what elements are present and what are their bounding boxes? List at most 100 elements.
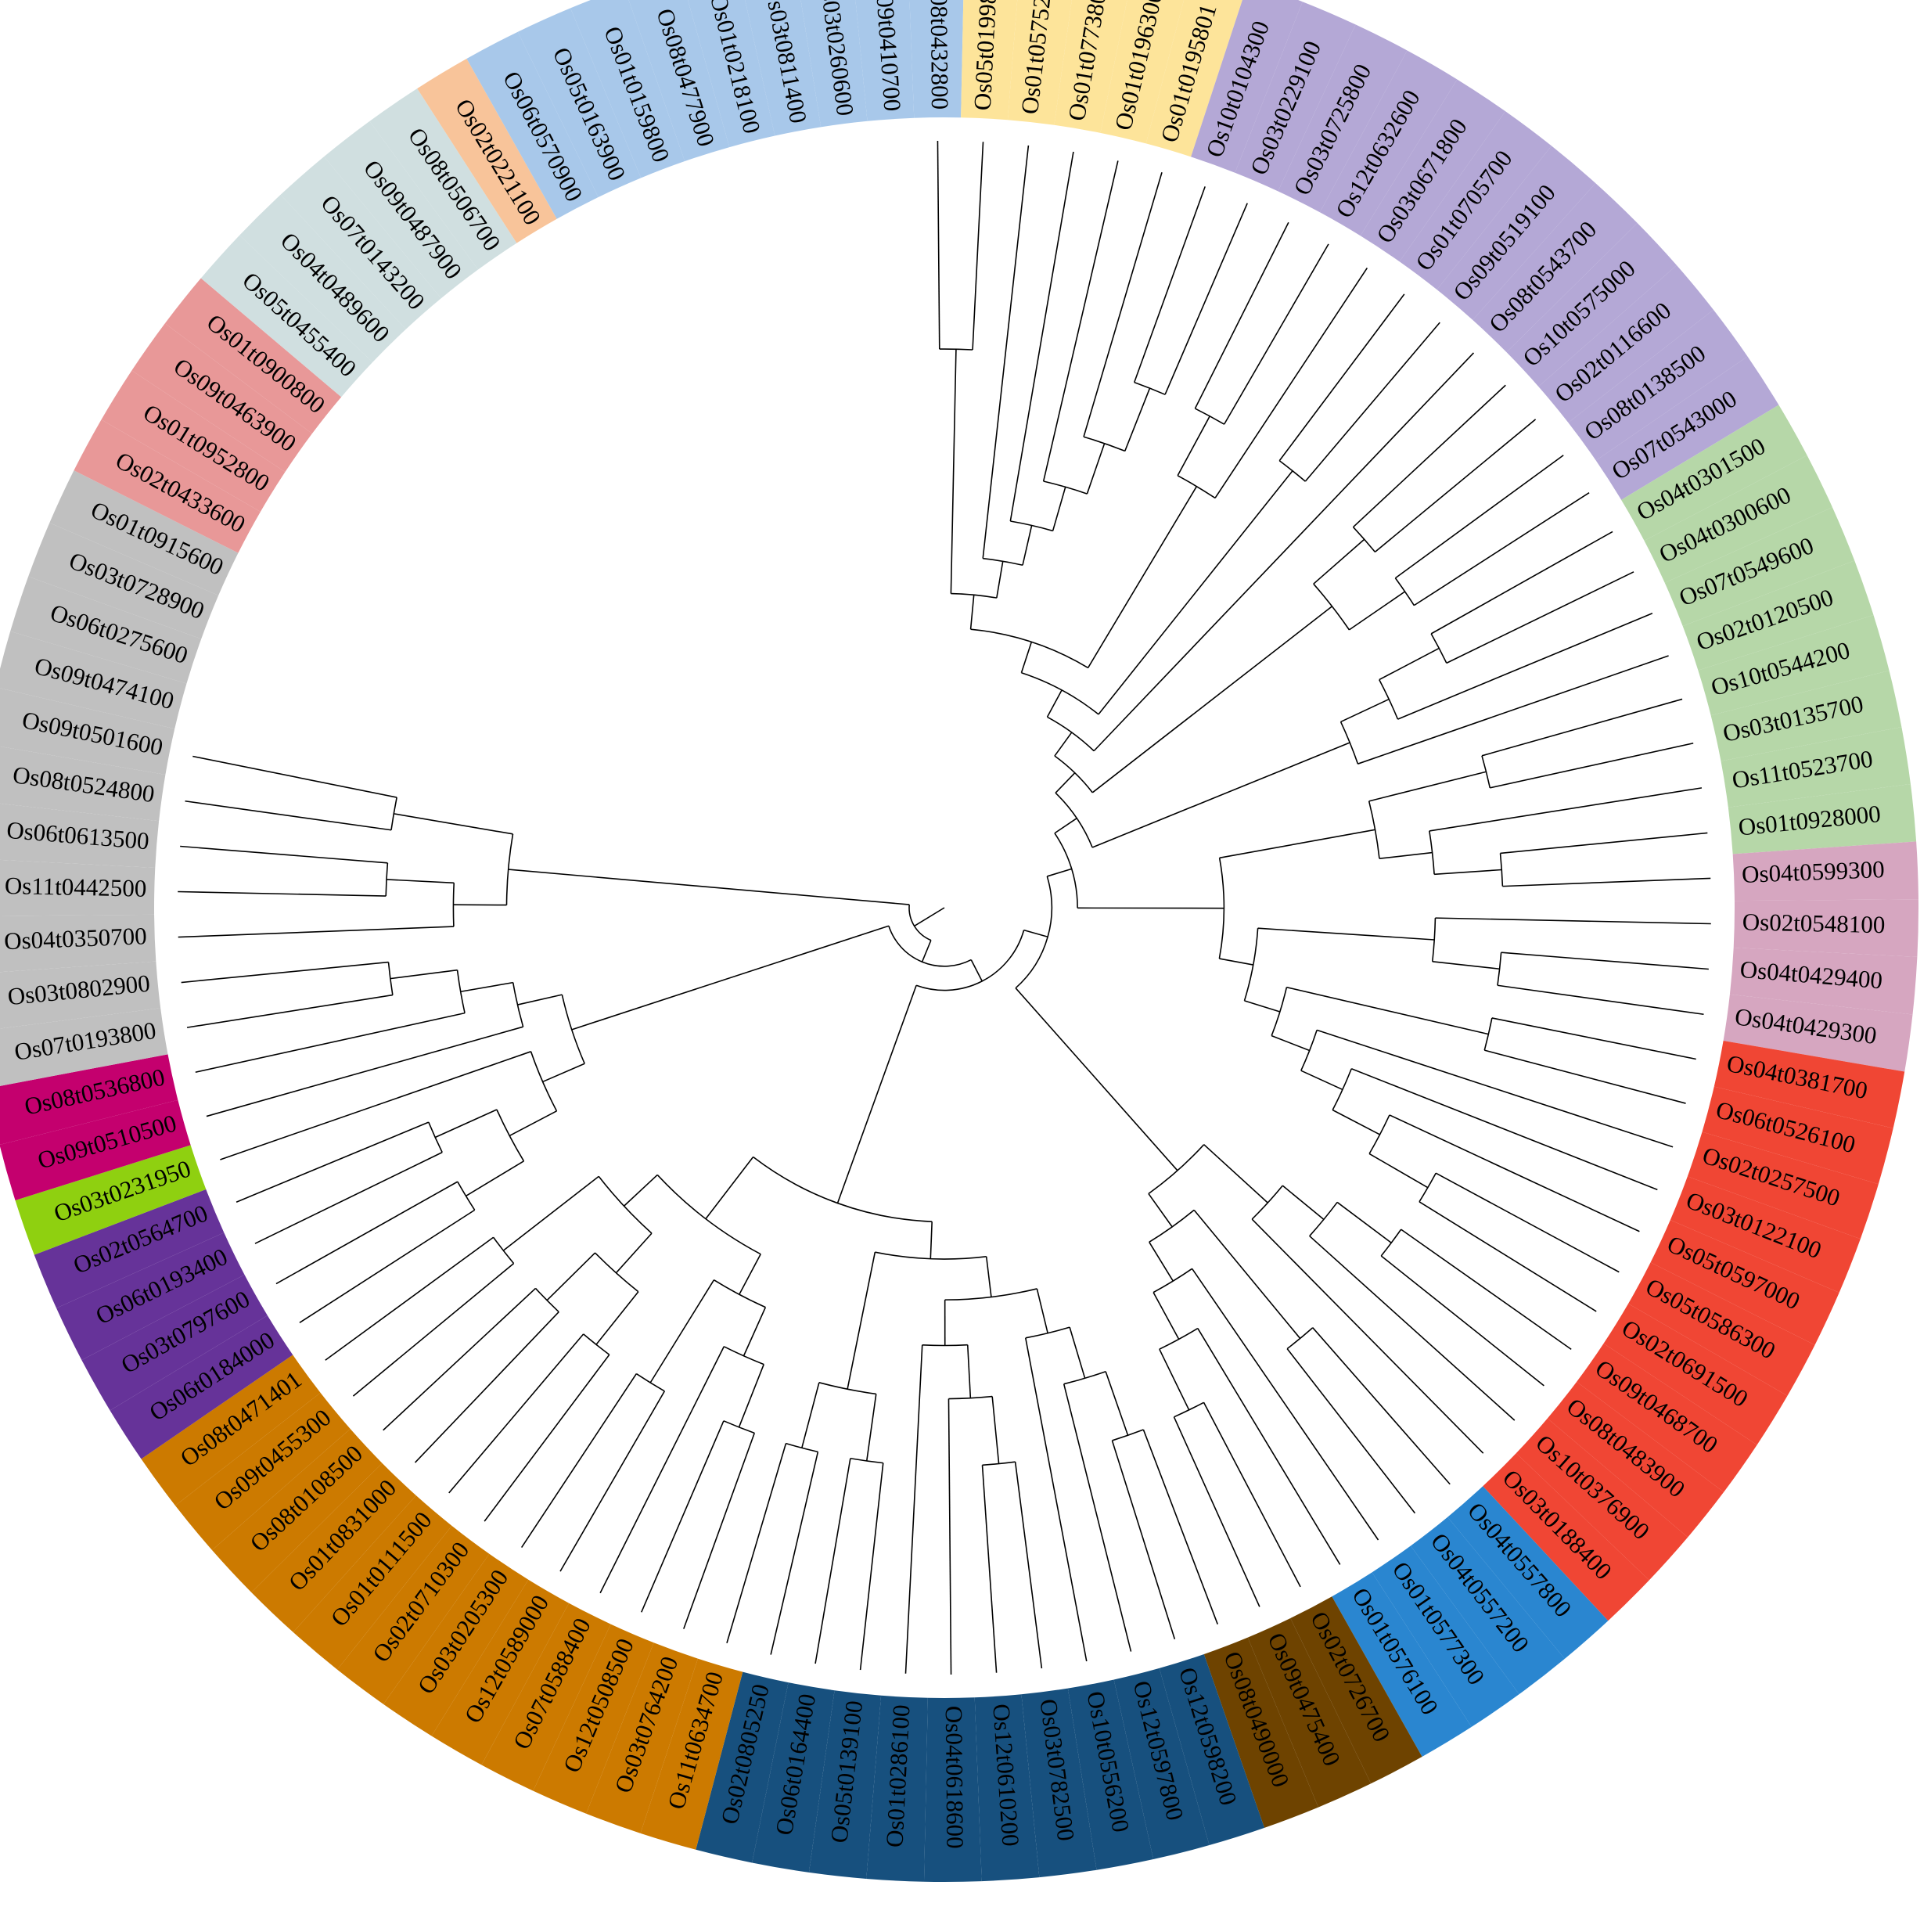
clade-band-segment — [1713, 1040, 1905, 1128]
leaf-branch — [1133, 186, 1206, 383]
clade-arc — [915, 930, 1025, 991]
internal-branch — [649, 1279, 715, 1383]
leaf-branch — [448, 1333, 584, 1494]
internal-branch — [1091, 606, 1332, 793]
internal-branch — [739, 1254, 761, 1295]
leaf-branch — [599, 1346, 725, 1594]
internal-branch — [705, 1157, 754, 1220]
clade-band-segment — [251, 1462, 416, 1632]
leaf-branch — [1014, 1462, 1043, 1669]
clade-band-segment — [1728, 783, 1917, 854]
leaf-branch — [1401, 1229, 1572, 1351]
leaf-branch — [414, 1311, 559, 1463]
internal-branch — [1069, 1326, 1086, 1379]
internal-branch — [623, 1174, 658, 1207]
leaf-branch — [484, 1354, 610, 1522]
clade-band-segment — [1516, 1418, 1688, 1581]
leaf-branch — [972, 142, 984, 351]
clade-arc — [598, 1175, 653, 1234]
leaf-branch — [1484, 1049, 1686, 1104]
internal-branch — [571, 925, 890, 1031]
leaf-branch — [383, 1287, 537, 1431]
leaf-branch — [325, 1236, 494, 1361]
internal-branch — [1149, 1241, 1174, 1282]
clade-band-segment — [1332, 1572, 1472, 1758]
clade-arc — [1286, 1327, 1314, 1350]
clade-arc — [922, 1344, 968, 1347]
leaf-branch — [1394, 455, 1564, 579]
leaf-branch — [275, 1181, 458, 1285]
internal-branch — [1368, 1153, 1429, 1189]
internal-branch — [950, 349, 957, 594]
internal-branch — [1313, 538, 1365, 585]
clade-band-segment — [866, 1695, 928, 1882]
internal-branch — [738, 1364, 764, 1428]
clade-band-segment — [466, 31, 599, 219]
clade-arc — [1313, 583, 1350, 631]
internal-branch — [1379, 851, 1433, 860]
clade-band-segment — [212, 1429, 383, 1592]
clade-band-segment — [481, 1603, 611, 1791]
clade-band-segment — [164, 278, 342, 434]
leaf-branch — [1009, 151, 1074, 522]
clade-band-segment — [1729, 948, 1918, 1015]
clade-arc — [1481, 755, 1491, 789]
leaf-branch — [1413, 491, 1590, 606]
internal-branch — [390, 969, 458, 980]
clade-band-segment — [745, 0, 822, 136]
clade-band-segment — [1191, 0, 1303, 173]
clade-arc — [1152, 1268, 1193, 1293]
clade-arc — [1083, 436, 1126, 452]
clade-arc — [1010, 520, 1053, 532]
clade-arc — [1278, 460, 1306, 482]
clade-arc — [457, 1181, 476, 1211]
leaf-branch — [904, 1344, 923, 1674]
leaf-branch — [1042, 160, 1119, 482]
clade-band-segment — [369, 88, 517, 270]
internal-branch — [1046, 689, 1063, 718]
clade-band-segment — [1547, 1381, 1724, 1538]
internal-branch — [1020, 642, 1033, 673]
clade-band-segment — [337, 1525, 490, 1704]
clade-band-segment — [1628, 1262, 1815, 1396]
internal-branch — [1434, 869, 1502, 876]
internal-branch — [1047, 868, 1072, 877]
leaf-branch — [1357, 655, 1669, 765]
leaf-branch — [254, 1151, 443, 1244]
internal-branch — [508, 869, 910, 905]
clade-band-segment — [1021, 1688, 1097, 1878]
internal-branch — [1098, 470, 1293, 715]
clade-band-segment — [0, 859, 156, 916]
internal-branch — [969, 595, 975, 630]
leaf-branch — [1389, 1114, 1640, 1232]
clade-band-segment — [1278, 24, 1408, 213]
clade-arc — [583, 1333, 610, 1355]
leaf-label: Os04t0599300 — [1741, 855, 1885, 888]
clade-color-bands — [0, 0, 1918, 1882]
clade-band-segment — [1319, 50, 1458, 236]
leaf-branch — [178, 890, 387, 897]
internal-branch — [1193, 1209, 1301, 1339]
clade-arc — [1043, 480, 1088, 495]
leaf-branch — [192, 755, 397, 798]
internal-branch — [1023, 929, 1048, 937]
clade-band-segment — [1360, 79, 1505, 262]
internal-branch — [386, 879, 455, 884]
leaf-branch — [1194, 221, 1289, 409]
internal-branch — [1124, 387, 1151, 452]
clade-band-segment — [141, 1355, 321, 1506]
leaf-branch — [1083, 172, 1163, 437]
leaf-branch — [1173, 1416, 1260, 1607]
leaf-branch — [1497, 984, 1704, 1016]
clade-band-segment — [1399, 111, 1552, 290]
internal-branch — [1348, 591, 1406, 631]
clade-band-segment — [533, 1624, 654, 1814]
clade-arc — [1394, 577, 1415, 606]
clade-band-segment — [0, 746, 166, 822]
clade-band-segment — [1710, 671, 1902, 761]
clade-arc — [1177, 475, 1216, 499]
clade-band-segment — [517, 8, 642, 197]
clade-band-segment — [909, 0, 964, 118]
clade-arc — [1054, 755, 1093, 793]
